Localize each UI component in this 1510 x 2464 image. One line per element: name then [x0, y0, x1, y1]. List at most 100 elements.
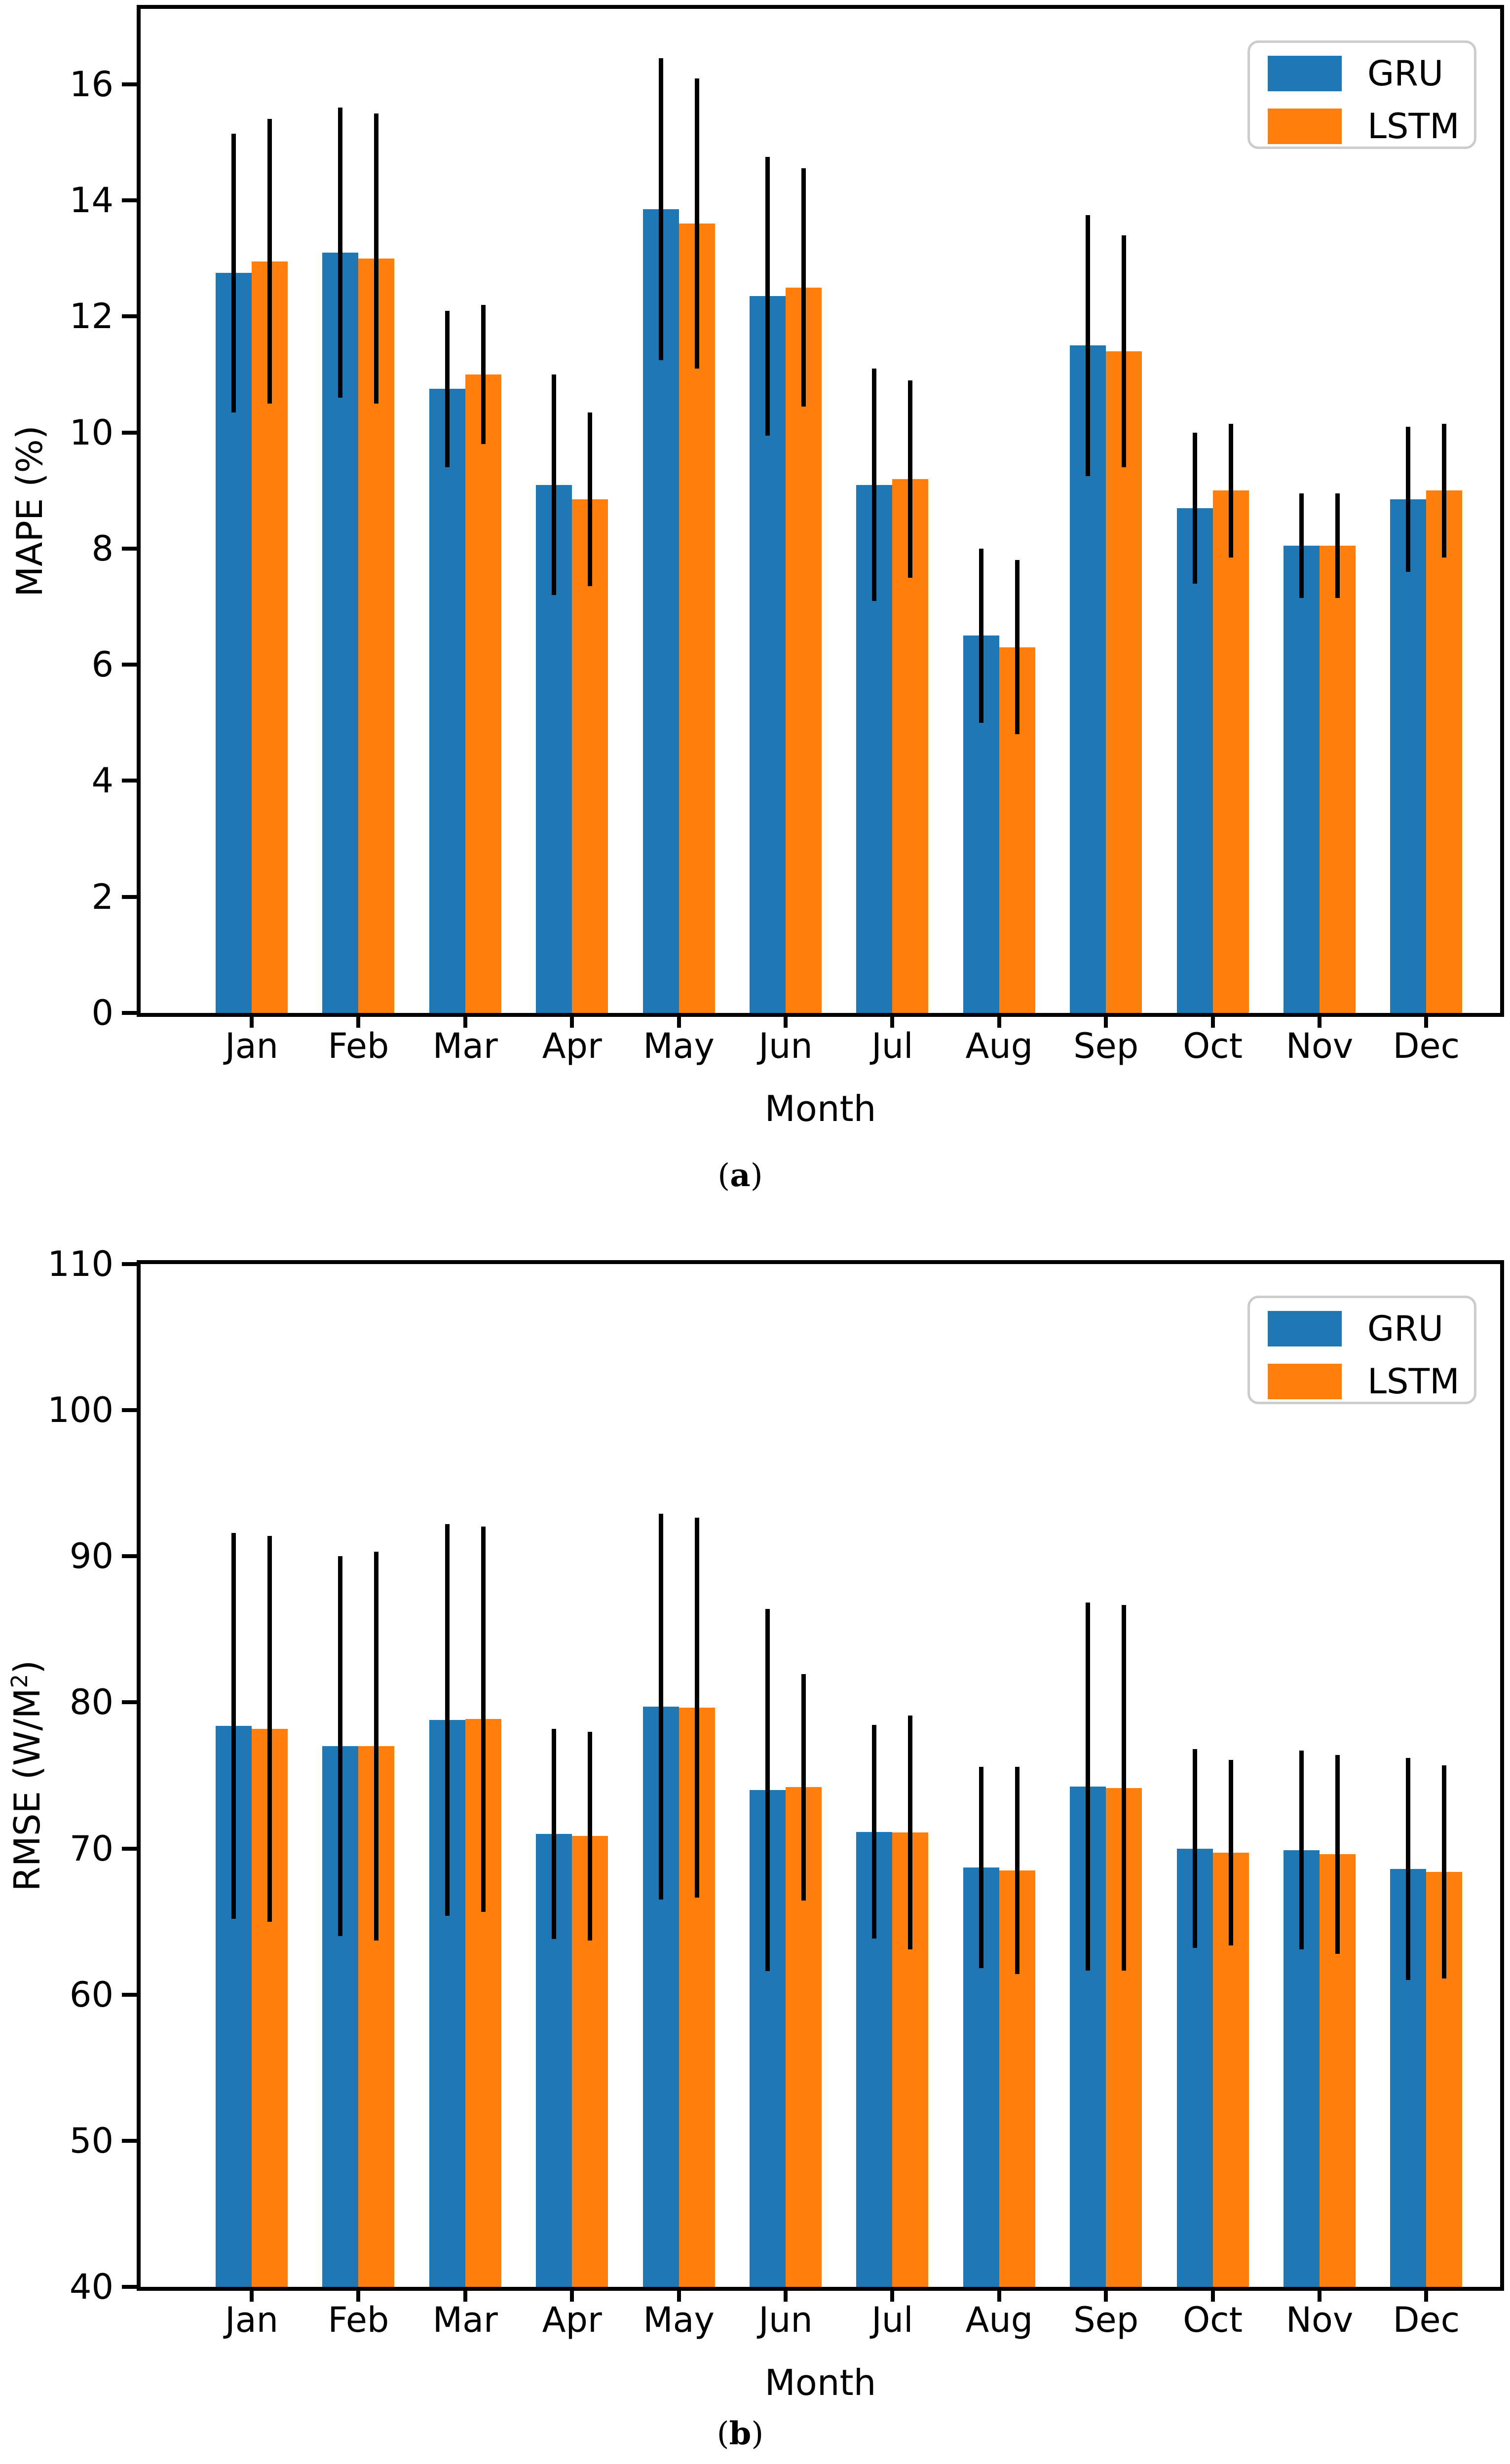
- error-bar-lstm-jul: [908, 380, 913, 578]
- x-tick-a: [356, 1013, 361, 1028]
- plot-frame-b: [137, 1260, 1504, 2291]
- y-tick-label-b: 110: [47, 1244, 113, 1284]
- bar-lstm-oct: [1212, 490, 1249, 1013]
- ylabel-superscript-b: 2: [6, 1674, 33, 1688]
- y-tick-b: [122, 2138, 137, 2143]
- error-bar-lstm-dec: [1442, 1765, 1447, 1979]
- x-tick-label-b-aug: Aug: [965, 2300, 1033, 2340]
- legend-row-gru: GRU: [1268, 55, 1443, 92]
- y-tick-label-a: 8: [91, 528, 113, 569]
- y-tick-a: [122, 314, 137, 319]
- error-bar-gru-sep: [1086, 215, 1091, 476]
- x-tick-label-b-nov: Nov: [1285, 2300, 1354, 2340]
- x-tick-label-a-apr: Apr: [542, 1026, 602, 1066]
- bar-lstm-jun: [786, 287, 822, 1013]
- x-axis-label-b: Month: [764, 2362, 876, 2403]
- error-bar-lstm-mar: [481, 304, 486, 445]
- legend-b: GRU LSTM: [1247, 1296, 1476, 1404]
- error-bar-gru-jan: [231, 1532, 236, 1919]
- error-bar-gru-jan: [231, 133, 236, 412]
- x-tick-label-b-oct: Oct: [1183, 2300, 1243, 2340]
- y-tick-a: [122, 663, 137, 667]
- error-bar-gru-oct: [1192, 432, 1197, 584]
- error-bar-lstm-aug: [1015, 560, 1019, 735]
- x-tick-b: [890, 2287, 895, 2302]
- error-bar-gru-may: [658, 58, 663, 360]
- y-tick-a: [122, 430, 137, 435]
- y-tick-label-a: 16: [69, 64, 113, 105]
- x-tick-a: [890, 1013, 895, 1028]
- error-bar-lstm-may: [694, 78, 699, 369]
- error-bar-gru-sep: [1086, 1602, 1091, 1971]
- x-tick-label-a-mar: Mar: [432, 1026, 498, 1066]
- legend-row-lstm: LSTM: [1268, 108, 1460, 145]
- x-tick-a: [1210, 1013, 1215, 1028]
- y-tick-label-a: 2: [91, 876, 113, 917]
- y-tick-b: [122, 1554, 137, 1559]
- x-tick-a: [1104, 1013, 1108, 1028]
- legend-swatch-gru: [1268, 1311, 1342, 1346]
- y-tick-a: [122, 82, 137, 86]
- bar-lstm-mar: [465, 374, 501, 1013]
- x-tick-label-b-jan: Jan: [225, 2300, 278, 2340]
- x-tick-a: [1424, 1013, 1429, 1028]
- x-tick-b: [997, 2287, 1001, 2302]
- caption-b-open: (: [717, 2416, 729, 2452]
- caption-b: (b): [0, 2415, 1480, 2452]
- error-bar-lstm-may: [694, 1517, 699, 1898]
- x-axis-label-a: Month: [764, 1088, 876, 1129]
- y-tick-label-a: 12: [69, 296, 113, 337]
- x-tick-b: [250, 2287, 254, 2302]
- y-tick-a: [122, 779, 137, 783]
- x-tick-label-b-apr: Apr: [542, 2300, 602, 2340]
- x-tick-label-b-mar: Mar: [432, 2300, 498, 2340]
- error-bar-gru-jun: [765, 1608, 770, 1972]
- error-bar-lstm-mar: [481, 1526, 486, 1912]
- x-tick-label-a-jul: Jul: [871, 1026, 913, 1066]
- caption-a: (a): [0, 1157, 1480, 1194]
- x-tick-b: [784, 2287, 788, 2302]
- error-bar-gru-aug: [979, 1766, 983, 1969]
- x-tick-label-a-aug: Aug: [965, 1026, 1033, 1066]
- y-tick-label-a: 14: [69, 180, 113, 221]
- y-tick-label-b: 80: [69, 1682, 113, 1723]
- y-tick-label-b: 100: [47, 1390, 113, 1431]
- x-tick-b: [677, 2287, 681, 2302]
- y-tick-label-a: 10: [69, 412, 113, 453]
- error-bar-lstm-jan: [267, 119, 272, 404]
- x-tick-label-a-nov: Nov: [1285, 1026, 1354, 1066]
- x-tick-a: [677, 1013, 681, 1028]
- bar-gru-mar: [429, 389, 465, 1013]
- x-tick-b: [463, 2287, 467, 2302]
- x-tick-a: [463, 1013, 467, 1028]
- legend-label-gru: GRU: [1367, 1308, 1444, 1349]
- x-tick-label-b-jul: Jul: [871, 2300, 913, 2340]
- y-tick-b: [122, 1262, 137, 1266]
- y-tick-label-b: 60: [69, 1974, 113, 2015]
- caption-a-close: ): [750, 1157, 763, 1194]
- bar-gru-oct: [1176, 508, 1213, 1013]
- x-tick-b: [1424, 2287, 1429, 2302]
- y-tick-label-b: 70: [69, 1828, 113, 1869]
- error-bar-lstm-sep: [1122, 235, 1127, 468]
- caption-b-letter: b: [729, 2415, 752, 2452]
- x-tick-label-b-dec: Dec: [1393, 2300, 1460, 2340]
- x-tick-a: [1318, 1013, 1321, 1028]
- error-bar-gru-jun: [765, 156, 770, 436]
- x-tick-label-a-oct: Oct: [1183, 1026, 1243, 1066]
- error-bar-gru-jul: [872, 1725, 877, 1939]
- caption-b-close: ): [751, 2416, 764, 2452]
- x-tick-label-a-jun: Jun: [758, 1026, 813, 1066]
- caption-a-open: (: [717, 1157, 730, 1194]
- bar-gru-nov: [1284, 546, 1320, 1013]
- error-bar-gru-jul: [872, 369, 877, 601]
- legend-swatch-lstm: [1268, 109, 1342, 144]
- x-tick-b: [356, 2287, 361, 2302]
- x-tick-b: [570, 2287, 574, 2302]
- x-tick-a: [997, 1013, 1001, 1028]
- error-bar-lstm-apr: [588, 412, 593, 587]
- error-bar-gru-feb: [338, 1556, 343, 1937]
- error-bar-gru-aug: [979, 548, 983, 723]
- error-bar-lstm-oct: [1228, 1760, 1233, 1946]
